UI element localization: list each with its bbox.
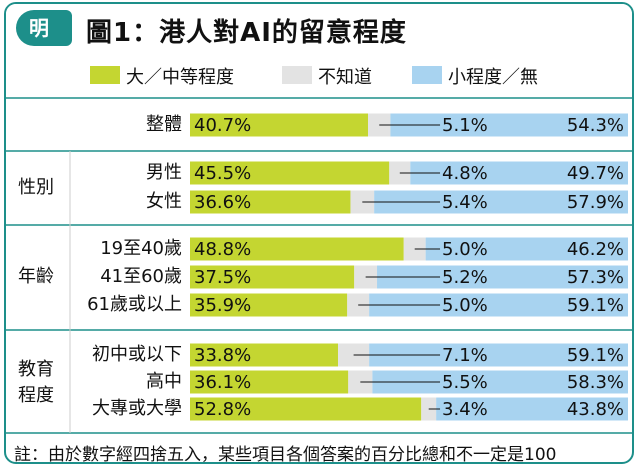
row-label: 初中或以下 <box>92 344 182 365</box>
chart-title: 圖1：港人對AI的留意程度 <box>86 18 407 48</box>
bar-great <box>190 190 351 214</box>
bar-great <box>190 113 369 137</box>
value-label-unknown: 5.4% <box>442 192 488 213</box>
value-label-unknown: 5.0% <box>442 295 488 316</box>
value-label-great: 36.6% <box>194 192 251 213</box>
value-label-unknown: 5.5% <box>442 372 488 393</box>
bar-great <box>190 237 404 261</box>
value-label-great: 33.8% <box>194 345 251 366</box>
bar-small <box>374 190 628 214</box>
value-label-great: 36.1% <box>194 372 251 393</box>
value-label-unknown: 5.2% <box>442 267 488 288</box>
value-label-great: 48.8% <box>194 239 251 260</box>
bar-great <box>190 161 390 185</box>
value-label-small: 57.9% <box>567 192 624 213</box>
value-label-great: 40.7% <box>194 115 251 136</box>
logo-badge: 明 <box>16 10 72 46</box>
chart-frame: 明 圖1：港人對AI的留意程度 大／中等程度 不知道 小程度／無 性別年齡教育程… <box>4 2 634 464</box>
legend-label-unknown: 不知道 <box>318 67 372 88</box>
row-label: 大專或大學 <box>92 398 182 419</box>
legend-swatch-unknown <box>282 66 312 84</box>
bar-great <box>190 370 349 394</box>
row-label: 41至60歲 <box>100 266 182 287</box>
bar-small <box>369 343 628 367</box>
value-label-great: 37.5% <box>194 267 251 288</box>
group-label-2: 年齡 <box>18 266 54 287</box>
value-label-great: 52.8% <box>194 399 251 420</box>
value-label-great: 45.5% <box>194 163 251 184</box>
footnote: 註：由於數字經四捨五入，某些項目各個答案的百分比總和不一定是100 <box>14 445 557 464</box>
value-label-unknown: 4.8% <box>442 163 488 184</box>
logo-icon: 明 <box>29 16 49 40</box>
value-label-unknown: 5.1% <box>442 115 488 136</box>
legend-label-small: 小程度／無 <box>448 67 538 88</box>
group-label-3: 程度 <box>18 385 54 406</box>
legend: 大／中等程度 不知道 小程度／無 <box>6 60 632 90</box>
value-label-small: 58.3% <box>567 372 624 393</box>
value-label-small: 46.2% <box>567 239 624 260</box>
header: 明 圖1：港人對AI的留意程度 <box>6 4 632 52</box>
row-label: 男性 <box>146 162 182 183</box>
bar-small <box>410 161 628 185</box>
bar-unknown <box>348 370 373 394</box>
value-label-unknown: 5.0% <box>442 239 488 260</box>
bar-small <box>436 397 628 421</box>
legend-swatch-small <box>412 66 442 84</box>
value-label-great: 35.9% <box>194 295 251 316</box>
bar-small <box>425 237 628 261</box>
bar-small <box>369 293 628 317</box>
value-label-small: 49.7% <box>567 163 624 184</box>
group-label-3: 教育 <box>18 359 54 380</box>
row-label: 61歲或以上 <box>87 294 182 315</box>
value-label-unknown: 7.1% <box>442 345 488 366</box>
legend-swatch-great <box>90 66 120 84</box>
value-label-unknown: 3.4% <box>442 399 488 420</box>
row-label: 整體 <box>146 114 182 135</box>
value-label-small: 57.3% <box>567 267 624 288</box>
value-label-small: 54.3% <box>567 115 624 136</box>
group-label-1: 性別 <box>18 177 54 198</box>
bar-unknown <box>403 237 426 261</box>
value-label-small: 59.1% <box>567 345 624 366</box>
legend-label-great: 大／中等程度 <box>126 67 234 88</box>
row-label: 女性 <box>146 191 182 212</box>
row-label: 19至40歲 <box>100 238 182 259</box>
value-label-small: 43.8% <box>567 399 624 420</box>
bar-small <box>372 370 628 394</box>
row-label: 高中 <box>146 371 182 392</box>
bar-small <box>390 113 628 137</box>
bar-great <box>190 265 355 289</box>
bar-great <box>190 397 422 421</box>
value-label-small: 59.1% <box>567 295 624 316</box>
bar-great <box>190 343 339 367</box>
bar-small <box>377 265 628 289</box>
bar-great <box>190 293 348 317</box>
